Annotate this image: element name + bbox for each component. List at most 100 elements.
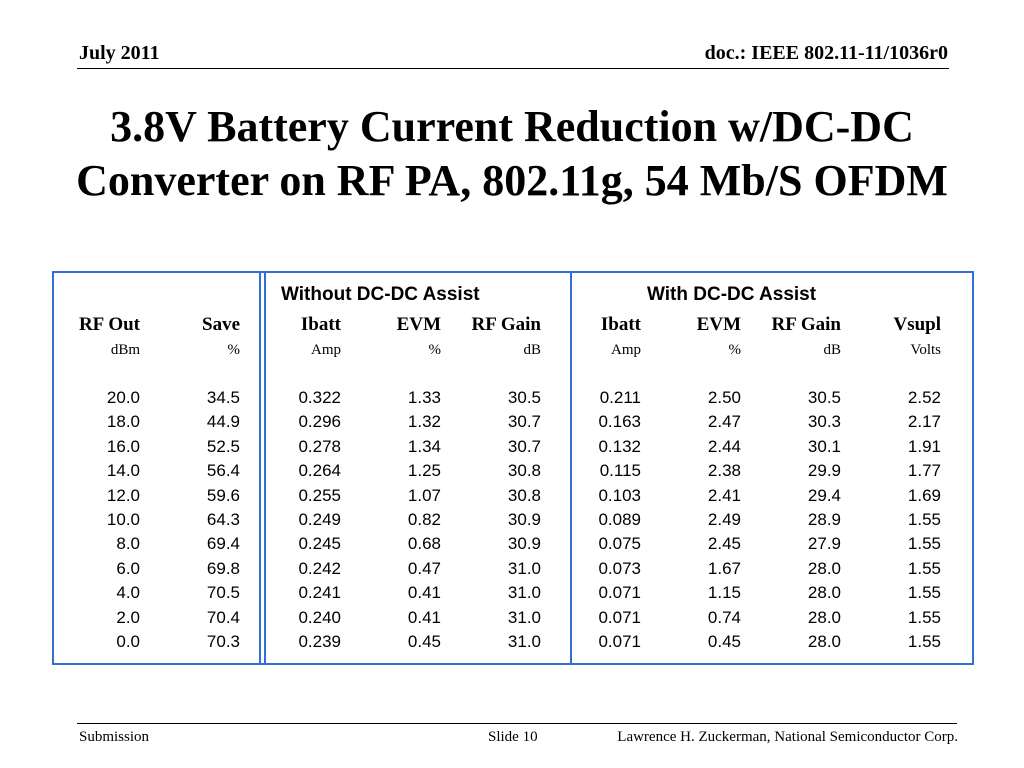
header-doc-id: doc.: IEEE 802.11-11/1036r0	[704, 42, 948, 64]
table-cell-rf-out: 10.0	[106, 510, 140, 529]
table-cell-rf-gain-with: 27.9	[807, 534, 841, 554]
column-header-rf-out: RF Out	[78, 314, 140, 335]
table-cell-rf-out: 16.0	[106, 436, 140, 456]
table-border-line	[52, 663, 974, 665]
table-cell-ibatt-without: 0.264	[298, 461, 341, 481]
footer-submission: Submission	[79, 729, 150, 745]
data-table: Without DC-DC Assist With DC-DC Assist R…	[52, 271, 974, 665]
table-cell-save: 52.5	[206, 436, 240, 456]
table-cell-vsupl: 1.91	[907, 436, 941, 456]
unit-label-ibatt-without: Amp	[311, 342, 341, 358]
table-cell-evm-with: 1.67	[707, 558, 741, 578]
table-cell-save: 70.3	[206, 632, 240, 651]
table-cell-rf-out: 18.0	[106, 412, 140, 432]
table-cell-evm-with: 1.15	[707, 583, 741, 603]
table-cell-rf-gain-with: 29.9	[807, 461, 841, 481]
column-header-vsupl: Vsupl	[893, 314, 941, 335]
table-cell-rf-out: 20.0	[106, 388, 140, 407]
table-cell-ibatt-without: 0.240	[298, 607, 341, 627]
unit-label-evm-with: %	[728, 342, 742, 358]
table-cell-evm-with: 2.44	[707, 436, 741, 456]
table-cell-ibatt-without: 0.322	[298, 388, 341, 407]
group-header-with-dcdc: With DC-DC Assist	[647, 284, 817, 305]
table-cell-rf-gain-with: 30.3	[807, 412, 841, 432]
table-cell-ibatt-without: 0.255	[298, 485, 341, 505]
unit-label-vsupl: Volts	[910, 342, 941, 358]
table-cell-rf-gain-without: 31.0	[507, 632, 541, 651]
table-cell-ibatt-with: 0.211	[599, 388, 641, 407]
table-cell-rf-gain-with: 28.9	[807, 510, 841, 529]
unit-label-rf-gain-without: dB	[523, 342, 541, 358]
column-header-save: Save	[202, 314, 240, 335]
table-cell-evm-with: 2.41	[707, 485, 741, 505]
table-cell-rf-gain-without: 30.7	[507, 412, 541, 432]
table-cell-evm-without: 0.68	[407, 534, 441, 554]
header-date: July 2011	[79, 42, 160, 64]
table-cell-ibatt-with: 0.089	[598, 510, 641, 529]
table-cell-rf-gain-with: 30.5	[807, 388, 841, 407]
unit-label-save: %	[227, 342, 241, 358]
table-cell-evm-with: 2.45	[707, 534, 741, 554]
table-cell-rf-gain-without: 30.9	[507, 510, 541, 529]
table-cell-evm-with: 2.38	[707, 461, 741, 481]
table-cell-rf-gain-without: 30.8	[507, 461, 541, 481]
table-cell-rf-gain-with: 30.1	[807, 436, 841, 456]
table-cell-save: 34.5	[206, 388, 240, 407]
group-header-without-dcdc: Without DC-DC Assist	[281, 284, 480, 305]
table-cell-vsupl: 2.52	[907, 388, 941, 407]
table-cell-evm-with: 2.50	[707, 388, 741, 407]
table-cell-evm-with: 0.74	[707, 607, 741, 627]
slide-title-line-1: 3.8V Battery Current Reduction w/DC-DC	[110, 102, 914, 151]
table-cell-rf-out: 0.0	[116, 632, 140, 651]
table-cell-vsupl: 1.55	[907, 558, 941, 578]
table-cell-evm-without: 1.33	[407, 388, 441, 407]
table-cell-rf-out: 4.0	[116, 583, 140, 603]
table-cell-save: 59.6	[206, 485, 240, 505]
table-cell-evm-with: 2.47	[707, 412, 741, 432]
table-cell-rf-gain-with: 28.0	[807, 558, 841, 578]
table-cell-ibatt-without: 0.245	[298, 534, 341, 554]
table-cell-rf-out: 14.0	[106, 461, 140, 481]
table-cell-save: 70.5	[206, 583, 240, 603]
table-cell-evm-with: 0.45	[707, 632, 741, 651]
table-cell-evm-without: 0.45	[407, 632, 441, 651]
unit-label-evm-without: %	[428, 342, 442, 358]
table-cell-evm-without: 0.41	[407, 607, 441, 627]
table-cell-ibatt-without: 0.241	[298, 583, 341, 603]
table-cell-rf-gain-with: 28.0	[807, 607, 841, 627]
table-cell-ibatt-with: 0.073	[598, 558, 641, 578]
table-cell-save: 70.4	[206, 607, 240, 627]
table-cell-rf-out: 2.0	[116, 607, 140, 627]
table-cell-ibatt-with: 0.103	[598, 485, 641, 505]
table-cell-rf-gain-without: 31.0	[507, 583, 541, 603]
footer-rule	[77, 723, 957, 724]
table-cell-rf-out: 6.0	[116, 558, 140, 578]
table-cell-evm-without: 1.32	[407, 412, 441, 432]
table-cell-evm-without: 0.82	[407, 510, 441, 529]
table-cell-rf-gain-without: 30.9	[507, 534, 541, 554]
column-header-rf-gain-with: RF Gain	[771, 314, 842, 335]
table-cell-vsupl: 2.17	[907, 412, 941, 432]
footer-author: Lawrence H. Zuckerman, National Semicond…	[617, 729, 958, 745]
table-cell-vsupl: 1.77	[907, 461, 941, 481]
table-cell-rf-gain-without: 31.0	[507, 607, 541, 627]
column-header-ibatt-without: Ibatt	[300, 314, 341, 335]
table-cell-evm-with: 2.49	[707, 510, 741, 529]
table-cell-ibatt-with: 0.163	[598, 412, 641, 432]
table-cell-ibatt-without: 0.239	[298, 632, 341, 651]
table-cell-rf-out: 12.0	[106, 485, 140, 505]
header-rule	[77, 68, 949, 69]
table-border-line	[52, 271, 974, 273]
table-cell-vsupl: 1.55	[907, 510, 941, 529]
table-cell-evm-without: 0.47	[407, 558, 441, 578]
table-border-line	[52, 271, 54, 665]
unit-label-rf-gain-with: dB	[823, 342, 841, 358]
table-cell-save: 56.4	[206, 461, 240, 481]
table-cell-ibatt-with: 0.115	[599, 461, 641, 481]
footer-slide-number: Slide 10	[488, 729, 538, 745]
table-cell-ibatt-with: 0.075	[598, 534, 641, 554]
table-cell-ibatt-without: 0.249	[298, 510, 341, 529]
table-cell-evm-without: 1.34	[407, 436, 441, 456]
table-cell-vsupl: 1.55	[907, 607, 941, 627]
table-cell-ibatt-without: 0.278	[298, 436, 341, 456]
